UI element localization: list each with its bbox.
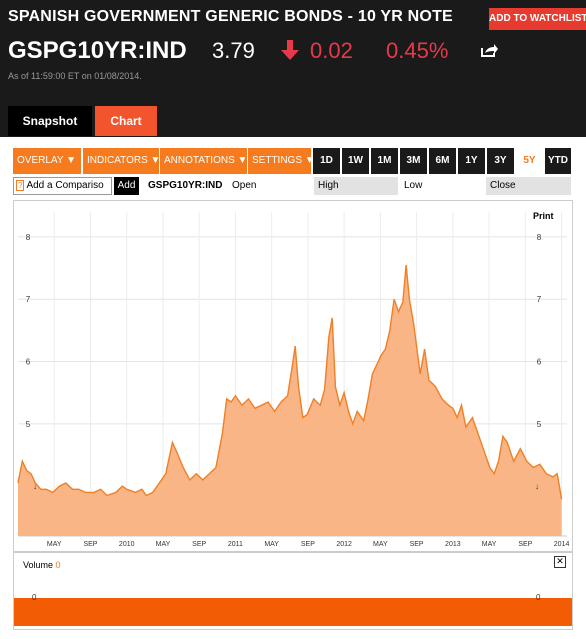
- right-marker-icon: ↓: [535, 482, 539, 491]
- indicators-menu[interactable]: INDICATORS ▼: [82, 148, 159, 174]
- left-marker-icon: ↓: [33, 482, 37, 491]
- close-icon[interactable]: ✕: [554, 556, 566, 568]
- volume-bars: [14, 598, 572, 626]
- x-tick-label: 2012: [336, 541, 352, 548]
- price-change-percent: 0.45%: [386, 38, 449, 63]
- ticker-symbol: GSPG10YR:IND: [8, 37, 187, 64]
- range-3y-button[interactable]: 3Y: [487, 148, 514, 174]
- x-tick-label: 2010: [119, 541, 135, 548]
- volume-label: Volume 0: [23, 560, 61, 570]
- y-tick-label-left: 5: [26, 420, 31, 429]
- x-tick-label: MAY: [482, 541, 497, 548]
- as-of-timestamp: As of 11:59:00 ET on 01/08/2014.: [8, 71, 142, 81]
- chart-panel: [13, 200, 573, 630]
- print-button[interactable]: Print: [533, 211, 554, 221]
- x-tick-label: 2011: [228, 541, 243, 548]
- y-tick-label-right: 7: [537, 295, 542, 304]
- high-field: High: [314, 177, 398, 195]
- settings-menu[interactable]: SETTINGS ▼: [247, 148, 311, 174]
- y-tick-label-left: 8: [26, 233, 31, 242]
- x-tick-label: MAY: [373, 541, 388, 548]
- range-6m-button[interactable]: 6M: [429, 148, 456, 174]
- x-tick-label: 2013: [445, 541, 461, 548]
- low-field: Low: [404, 180, 423, 191]
- volume-axis-left: 0: [32, 593, 37, 602]
- tab-snapshot[interactable]: Snapshot: [8, 106, 92, 136]
- x-tick-label: MAY: [156, 541, 171, 548]
- range-1m-button[interactable]: 1M: [371, 148, 398, 174]
- range-3m-button[interactable]: 3M: [400, 148, 427, 174]
- range-1y-button[interactable]: 1Y: [458, 148, 485, 174]
- y-tick-label-left: 6: [26, 358, 31, 367]
- compare-placeholder: Add a Compariso: [26, 180, 104, 191]
- price-area: [18, 265, 562, 536]
- price-change: 0.02: [310, 38, 353, 63]
- share-icon[interactable]: [480, 42, 498, 58]
- compare-input[interactable]: ? Add a Compariso: [13, 177, 112, 195]
- y-tick-label-right: 6: [537, 358, 542, 367]
- price-line: [17, 264, 563, 500]
- open-field: Open: [232, 180, 257, 191]
- indicators-label: INDICATORS: [87, 155, 148, 166]
- chart-toolbar: OVERLAY ▼ INDICATORS ▼ ANNOTATIONS ▼ SET…: [13, 148, 571, 174]
- caret-down-icon: ▼: [66, 155, 77, 166]
- y-tick-label-right: 5: [537, 420, 542, 429]
- volume-axis-right: 0: [536, 593, 541, 602]
- caret-down-icon: ▼: [151, 155, 159, 166]
- y-tick-label-right: 8: [537, 233, 542, 242]
- caret-down-icon: ▼: [237, 155, 247, 166]
- help-icon[interactable]: ?: [16, 180, 25, 191]
- caret-down-icon: ▼: [305, 155, 311, 166]
- volume-value: 0: [55, 560, 61, 570]
- annotations-label: ANNOTATIONS: [164, 155, 235, 166]
- x-tick-label: SEP: [83, 541, 97, 548]
- x-tick-label: 2014: [554, 541, 570, 548]
- add-compare-button[interactable]: Add: [114, 177, 139, 195]
- volume-label-text: Volume: [23, 560, 54, 570]
- settings-label: SETTINGS: [252, 155, 303, 166]
- last-price: 3.79: [212, 38, 255, 63]
- range-1d-button[interactable]: 1D: [313, 148, 340, 174]
- close-field: Close: [486, 177, 571, 195]
- x-tick-label: SEP: [518, 541, 532, 548]
- range-5y-button[interactable]: 5Y: [516, 148, 543, 174]
- x-tick-label: MAY: [47, 541, 62, 548]
- overlay-label: OVERLAY: [17, 155, 64, 166]
- y-tick-label-left: 7: [26, 295, 31, 304]
- page-title: SPANISH GOVERNMENT GENERIC BONDS - 10 YR…: [8, 8, 453, 25]
- x-tick-label: MAY: [264, 541, 279, 548]
- chart-symbol: GSPG10YR:IND: [148, 180, 223, 191]
- down-arrow-icon: [281, 40, 299, 60]
- range-ytd-button[interactable]: YTD: [545, 148, 571, 174]
- add-to-watchlist-button[interactable]: ADD TO WATCHLIST: [489, 8, 586, 30]
- overlay-menu[interactable]: OVERLAY ▼: [13, 148, 81, 174]
- annotations-menu[interactable]: ANNOTATIONS ▼: [159, 148, 247, 174]
- x-tick-label: SEP: [192, 541, 206, 548]
- compare-row: ? Add a Compariso Add GSPG10YR:IND Open H…: [13, 177, 571, 197]
- x-tick-label: SEP: [410, 541, 424, 548]
- tab-chart[interactable]: Chart: [95, 106, 157, 136]
- x-tick-label: SEP: [301, 541, 315, 548]
- range-1w-button[interactable]: 1W: [342, 148, 369, 174]
